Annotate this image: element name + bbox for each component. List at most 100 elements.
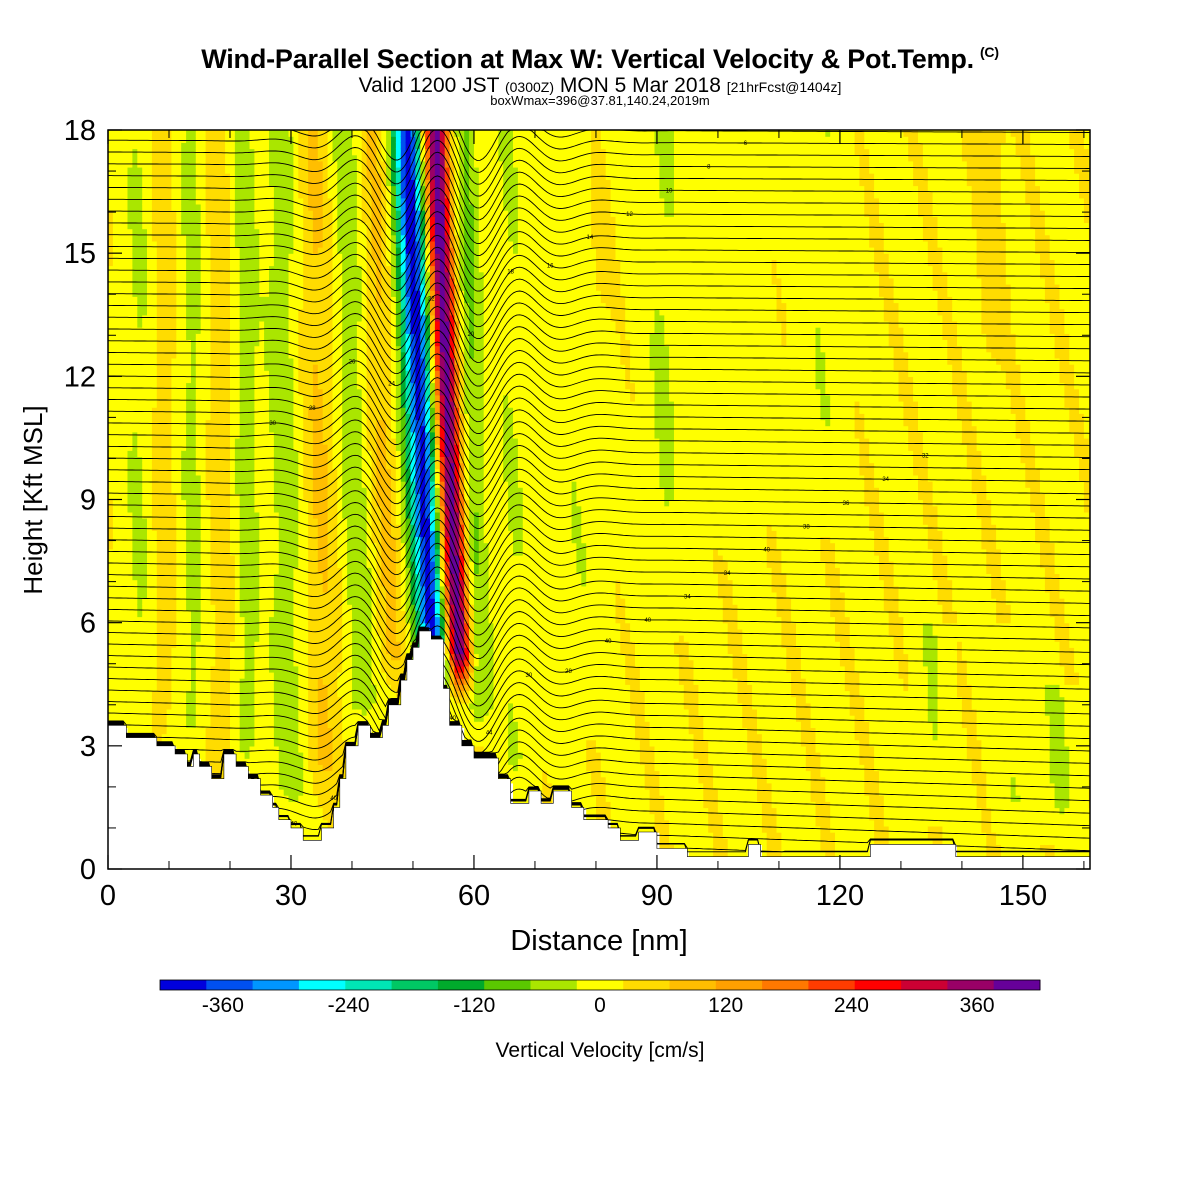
velocity-cell bbox=[162, 272, 168, 279]
velocity-cell bbox=[191, 192, 197, 199]
velocity-cell bbox=[132, 660, 138, 667]
velocity-cell bbox=[128, 617, 134, 624]
velocity-cell bbox=[128, 155, 134, 162]
velocity-cell bbox=[157, 463, 163, 470]
velocity-cell bbox=[181, 173, 187, 180]
velocity-cell bbox=[137, 192, 143, 199]
velocity-cell bbox=[181, 678, 187, 685]
velocity-cell bbox=[157, 198, 163, 205]
velocity-cell bbox=[171, 684, 177, 691]
velocity-cell bbox=[171, 567, 177, 574]
velocity-cell bbox=[128, 567, 134, 574]
velocity-cell bbox=[118, 709, 124, 716]
velocity-cell bbox=[152, 678, 158, 685]
velocity-cell bbox=[123, 463, 129, 470]
velocity-cell bbox=[157, 641, 163, 648]
velocity-cell bbox=[123, 524, 129, 531]
velocity-cell bbox=[132, 647, 138, 654]
velocity-cell bbox=[108, 136, 114, 143]
velocity-cell bbox=[196, 413, 202, 420]
velocity-cell bbox=[113, 315, 119, 322]
velocity-cell bbox=[157, 309, 163, 316]
velocity-cell bbox=[108, 654, 114, 661]
velocity-cell bbox=[157, 185, 163, 192]
velocity-cell bbox=[206, 475, 212, 482]
velocity-cell bbox=[108, 284, 114, 291]
velocity-cell bbox=[157, 438, 163, 445]
velocity-cell bbox=[108, 635, 114, 642]
velocity-cell bbox=[142, 487, 148, 494]
velocity-cell bbox=[142, 580, 148, 587]
velocity-cell bbox=[191, 235, 197, 242]
velocity-cell bbox=[123, 235, 129, 242]
velocity-cell bbox=[137, 518, 143, 525]
velocity-cell bbox=[201, 697, 207, 704]
velocity-cell bbox=[108, 530, 114, 537]
velocity-cell bbox=[186, 192, 192, 199]
velocity-cell bbox=[171, 321, 177, 328]
velocity-cell bbox=[171, 259, 177, 266]
velocity-cell bbox=[201, 518, 207, 525]
velocity-cell bbox=[132, 690, 138, 697]
velocity-cell bbox=[196, 487, 202, 494]
velocity-cell bbox=[201, 555, 207, 562]
velocity-cell bbox=[181, 456, 187, 463]
velocity-cell bbox=[147, 389, 153, 396]
velocity-cell bbox=[181, 660, 187, 667]
velocity-cell bbox=[186, 309, 192, 316]
velocity-cell bbox=[137, 155, 143, 162]
velocity-cell bbox=[162, 266, 168, 273]
velocity-cell bbox=[171, 629, 177, 636]
velocity-cell bbox=[132, 339, 138, 346]
velocity-cell bbox=[142, 666, 148, 673]
velocity-cell bbox=[206, 647, 212, 654]
velocity-cell bbox=[128, 346, 134, 353]
velocity-cell bbox=[186, 586, 192, 593]
velocity-cell bbox=[113, 690, 119, 697]
velocity-cell bbox=[201, 746, 207, 753]
velocity-cell bbox=[152, 327, 158, 334]
velocity-cell bbox=[201, 641, 207, 648]
velocity-cell bbox=[132, 413, 138, 420]
velocity-cell bbox=[171, 296, 177, 303]
velocity-cell bbox=[157, 167, 163, 174]
velocity-cell bbox=[108, 185, 114, 192]
velocity-cell bbox=[132, 155, 138, 162]
velocity-cell bbox=[171, 136, 177, 143]
velocity-cell bbox=[152, 524, 158, 531]
velocity-cell bbox=[162, 426, 168, 433]
velocity-cell bbox=[201, 500, 207, 507]
velocity-cell bbox=[147, 284, 153, 291]
velocity-cell bbox=[132, 567, 138, 574]
velocity-cell bbox=[123, 284, 129, 291]
velocity-cell bbox=[196, 518, 202, 525]
velocity-cell bbox=[186, 198, 192, 205]
velocity-cell bbox=[152, 167, 158, 174]
velocity-cell bbox=[167, 715, 173, 722]
velocity-cell bbox=[132, 167, 138, 174]
velocity-cell bbox=[108, 407, 114, 414]
velocity-cell bbox=[171, 592, 177, 599]
velocity-cell bbox=[191, 290, 197, 297]
velocity-cell bbox=[147, 296, 153, 303]
velocity-cell bbox=[176, 247, 182, 254]
velocity-cell bbox=[196, 740, 202, 747]
velocity-cell bbox=[128, 235, 134, 242]
velocity-cell bbox=[108, 660, 114, 667]
velocity-cell bbox=[162, 561, 168, 568]
velocity-cell bbox=[167, 721, 173, 728]
velocity-cell bbox=[132, 321, 138, 328]
velocity-cell bbox=[123, 629, 129, 636]
velocity-cell bbox=[137, 309, 143, 316]
velocity-cell bbox=[206, 389, 212, 396]
velocity-cell bbox=[118, 167, 124, 174]
velocity-cell bbox=[118, 259, 124, 266]
velocity-cell bbox=[171, 610, 177, 617]
velocity-cell bbox=[118, 136, 124, 143]
velocity-cell bbox=[147, 407, 153, 414]
velocity-cell bbox=[176, 309, 182, 316]
velocity-cell bbox=[196, 438, 202, 445]
velocity-cell bbox=[152, 259, 158, 266]
velocity-cell bbox=[118, 530, 124, 537]
velocity-cell bbox=[142, 629, 148, 636]
